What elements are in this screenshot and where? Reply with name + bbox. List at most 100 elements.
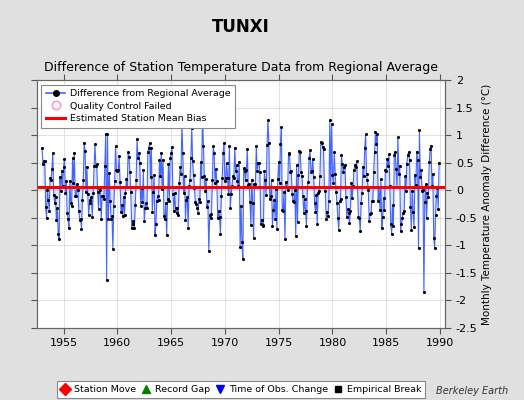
Point — [281, 236, 289, 242]
Point — [250, 181, 259, 187]
Point — [135, 150, 143, 156]
Point — [237, 202, 245, 209]
Point — [267, 177, 276, 184]
Point — [77, 216, 85, 222]
Point — [363, 177, 372, 184]
Point — [322, 216, 330, 222]
Point — [400, 207, 408, 214]
Point — [435, 160, 443, 166]
Point — [125, 154, 133, 160]
Point — [194, 210, 202, 216]
Point — [97, 216, 105, 222]
Point — [285, 150, 293, 157]
Point — [132, 177, 140, 184]
Point — [138, 198, 147, 205]
Point — [156, 173, 165, 179]
Point — [386, 183, 394, 189]
Point — [152, 198, 161, 204]
Point — [126, 169, 134, 176]
Point — [160, 213, 168, 220]
Point — [220, 140, 228, 146]
Point — [324, 213, 332, 219]
Point — [146, 140, 154, 146]
Point — [163, 196, 172, 202]
Point — [133, 136, 141, 142]
Point — [296, 149, 304, 156]
Point — [74, 186, 82, 193]
Point — [295, 148, 303, 154]
Point — [190, 185, 199, 191]
Point — [287, 168, 296, 174]
Point — [106, 198, 114, 204]
Point — [306, 147, 314, 153]
Point — [302, 223, 311, 229]
Point — [257, 220, 265, 227]
Point — [328, 172, 336, 178]
Point — [112, 143, 120, 150]
Point — [86, 196, 95, 203]
Point — [166, 155, 174, 161]
Point — [428, 183, 436, 189]
Point — [223, 175, 232, 182]
Point — [406, 204, 414, 210]
Point — [318, 139, 326, 146]
Point — [172, 210, 181, 216]
Point — [396, 162, 404, 169]
Point — [308, 168, 316, 174]
Point — [430, 245, 439, 251]
Point — [199, 143, 208, 149]
Point — [272, 185, 280, 192]
Point — [301, 208, 310, 215]
Point — [355, 215, 364, 221]
Point — [396, 228, 405, 234]
Point — [144, 149, 152, 155]
Point — [139, 167, 148, 174]
Point — [161, 216, 169, 222]
Point — [47, 177, 55, 184]
Point — [293, 219, 302, 225]
Point — [372, 141, 380, 148]
Point — [80, 139, 89, 146]
Point — [368, 198, 377, 204]
Point — [344, 206, 352, 213]
Point — [192, 201, 200, 207]
Point — [347, 180, 355, 186]
Point — [171, 205, 180, 212]
Point — [69, 180, 78, 186]
Point — [209, 143, 217, 149]
Point — [173, 204, 182, 211]
Point — [299, 193, 307, 199]
Point — [406, 156, 414, 163]
Point — [63, 210, 71, 216]
Point — [415, 127, 423, 134]
Point — [225, 142, 234, 149]
Point — [140, 218, 148, 224]
Point — [45, 208, 53, 214]
Point — [218, 174, 226, 181]
Point — [310, 174, 318, 180]
Point — [40, 158, 49, 164]
Point — [314, 190, 322, 196]
Point — [59, 164, 68, 170]
Point — [70, 150, 79, 157]
Point — [401, 173, 409, 180]
Point — [83, 191, 92, 198]
Point — [232, 168, 240, 174]
Point — [142, 200, 150, 206]
Point — [274, 176, 282, 182]
Point — [394, 134, 402, 140]
Point — [151, 220, 160, 227]
Point — [246, 199, 254, 205]
Point — [127, 224, 136, 231]
Point — [234, 183, 243, 189]
Point — [99, 193, 107, 200]
Point — [119, 194, 128, 200]
Point — [116, 178, 124, 185]
Point — [280, 189, 288, 196]
Point — [365, 218, 374, 224]
Point — [148, 209, 157, 215]
Point — [94, 205, 103, 212]
Point — [93, 161, 101, 168]
Point — [419, 186, 427, 193]
Point — [155, 157, 163, 163]
